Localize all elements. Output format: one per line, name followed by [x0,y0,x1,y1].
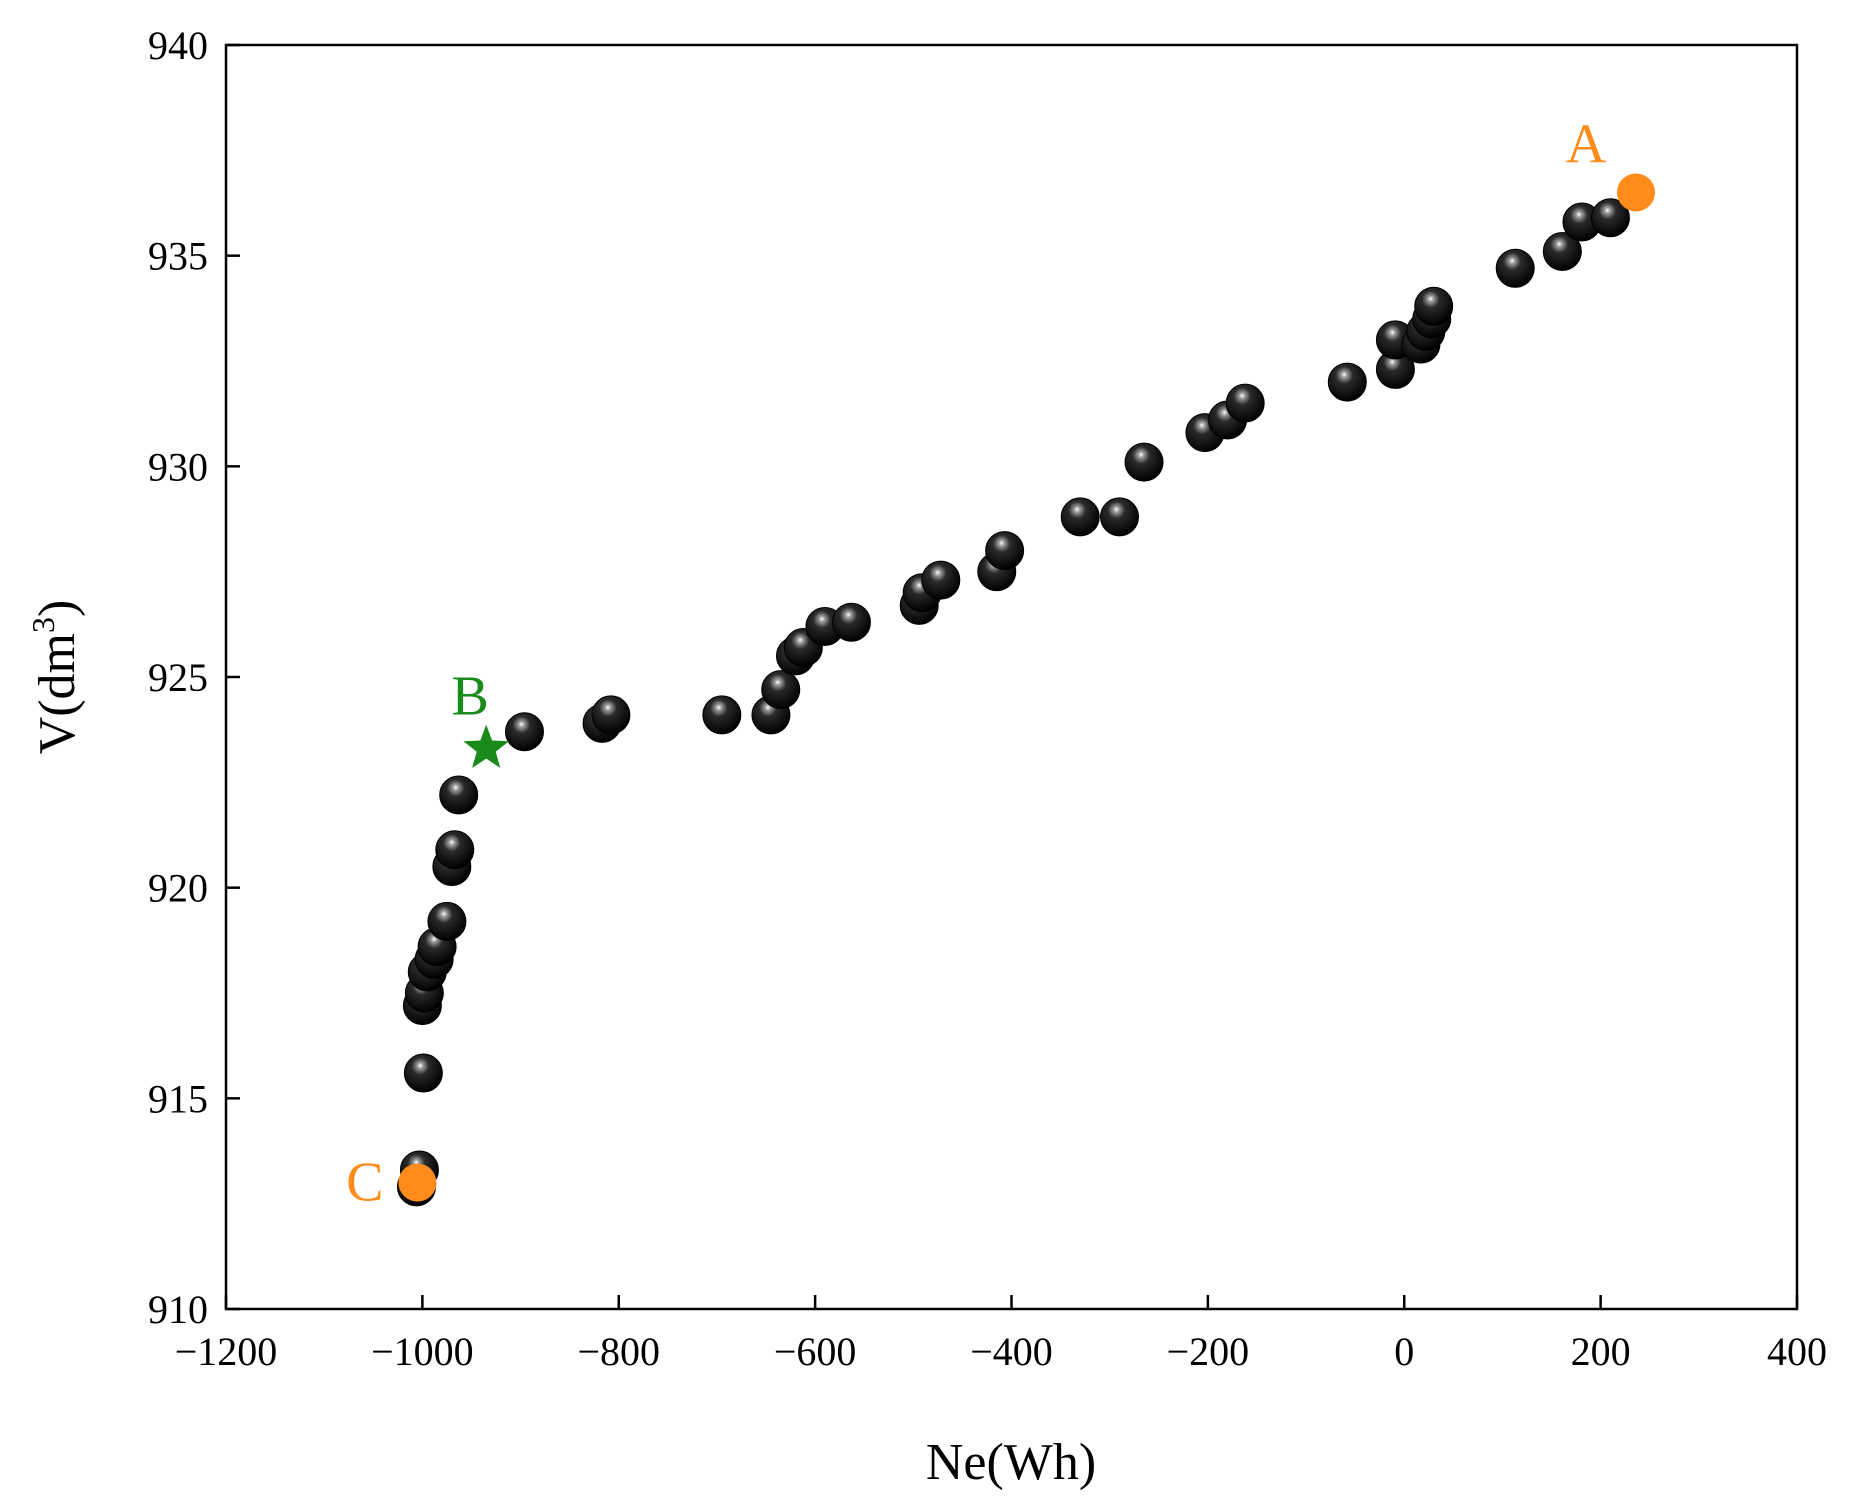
data-point [403,1053,443,1093]
data-series [396,198,1630,1207]
x-tick-label: −400 [970,1329,1053,1374]
data-point [1100,497,1140,537]
highlight-star-b [463,724,509,768]
y-tick-label: 910 [148,1287,208,1332]
x-tick-label: 200 [1571,1329,1631,1374]
data-point [1060,497,1100,537]
data-point [921,560,961,600]
highlight-point-c [398,1163,437,1202]
data-point [591,695,631,735]
y-axis: 910 915 920 925 930 935 940 [148,23,240,1332]
y-tick-label: 940 [148,23,208,68]
x-tick-label: −600 [774,1329,857,1374]
y-tick-label: 930 [148,444,208,489]
x-axis: −1200 −1000 −800 −600 −400 −200 0 200 400 [175,1295,1827,1374]
data-point [427,901,467,941]
highlight-points: A B C [346,113,1655,1214]
data-point [761,670,801,710]
data-point [504,712,544,752]
data-point [435,830,475,870]
y-axis-title-group: V(dm3) [25,600,86,755]
y-tick-label: 920 [148,866,208,911]
y-axis-title: V(dm3) [25,600,86,755]
data-point [1590,198,1630,238]
data-point [1327,362,1367,402]
y-axis-title-main: V(dm [29,633,86,754]
y-axis-title-close: ) [29,600,86,617]
data-point [1542,231,1582,271]
data-point [702,695,742,735]
data-point [1124,442,1164,482]
data-point [439,775,479,815]
y-axis-title-superscript: 3 [25,617,61,633]
data-point [1495,248,1535,288]
highlight-label-c: C [346,1152,383,1214]
y-tick-label: 915 [148,1076,208,1121]
highlight-label-a: A [1566,113,1607,175]
x-tick-label: −200 [1167,1329,1250,1374]
x-axis-title: Ne(Wh) [926,1434,1096,1491]
x-tick-label: −1200 [175,1329,278,1374]
data-point [1225,383,1265,423]
y-tick-label: 935 [148,234,208,279]
x-tick-label: 0 [1394,1329,1414,1374]
x-tick-label: −1000 [371,1329,474,1374]
x-tick-label: 400 [1767,1329,1827,1374]
data-point [831,602,871,642]
highlight-point-a [1616,173,1655,212]
highlight-label-b: B [452,666,489,728]
x-tick-label: −800 [577,1329,660,1374]
data-point [1414,286,1454,326]
y-tick-label: 925 [148,655,208,700]
data-point [985,531,1025,571]
